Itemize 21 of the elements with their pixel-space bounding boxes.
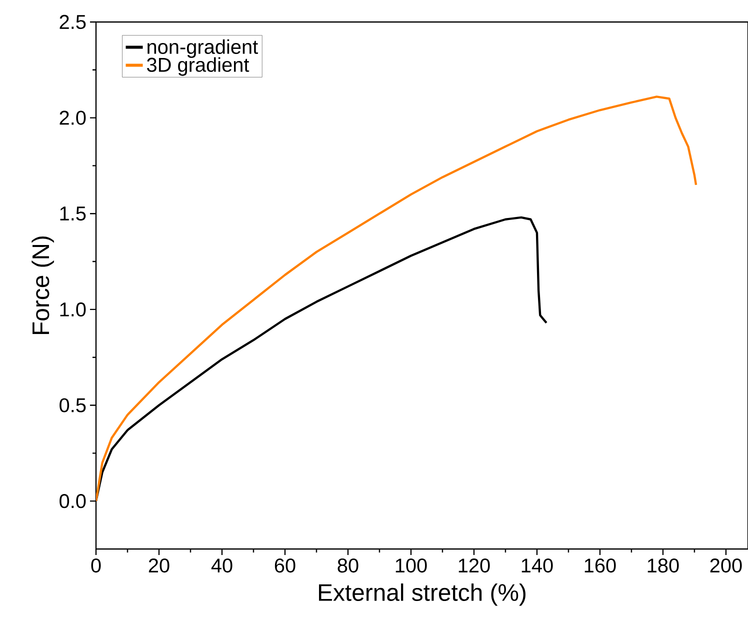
y-tick-label: 0.0 [60,494,86,508]
x-tick-label: 100 [396,558,427,573]
x-tick-label: 40 [211,558,232,573]
x-tick-label: 60 [274,558,296,573]
x-tick-label: 0 [91,558,101,573]
y-axis-title: Force (N) [32,236,54,334]
y-tick-label: 1.0 [60,302,86,316]
x-tick-label: 20 [148,558,170,573]
x-tick-label: 120 [458,558,490,573]
legend-label: 3D gradient [147,57,250,76]
y-tick-label: 2.5 [60,14,86,30]
legend-label: non-gradient [148,39,258,58]
y-tick-label: 2.0 [60,110,86,125]
x-tick-label: 160 [584,558,616,573]
x-axis-title: External stretch (%) [319,583,526,606]
x-tick-label: 200 [710,558,742,573]
x-tick-label: 180 [648,558,679,573]
y-tick-label: 0.5 [60,398,86,412]
x-tick-label: 80 [338,558,358,573]
x-tick-label: 140 [522,558,553,573]
y-tick-label: 1.5 [60,206,86,221]
